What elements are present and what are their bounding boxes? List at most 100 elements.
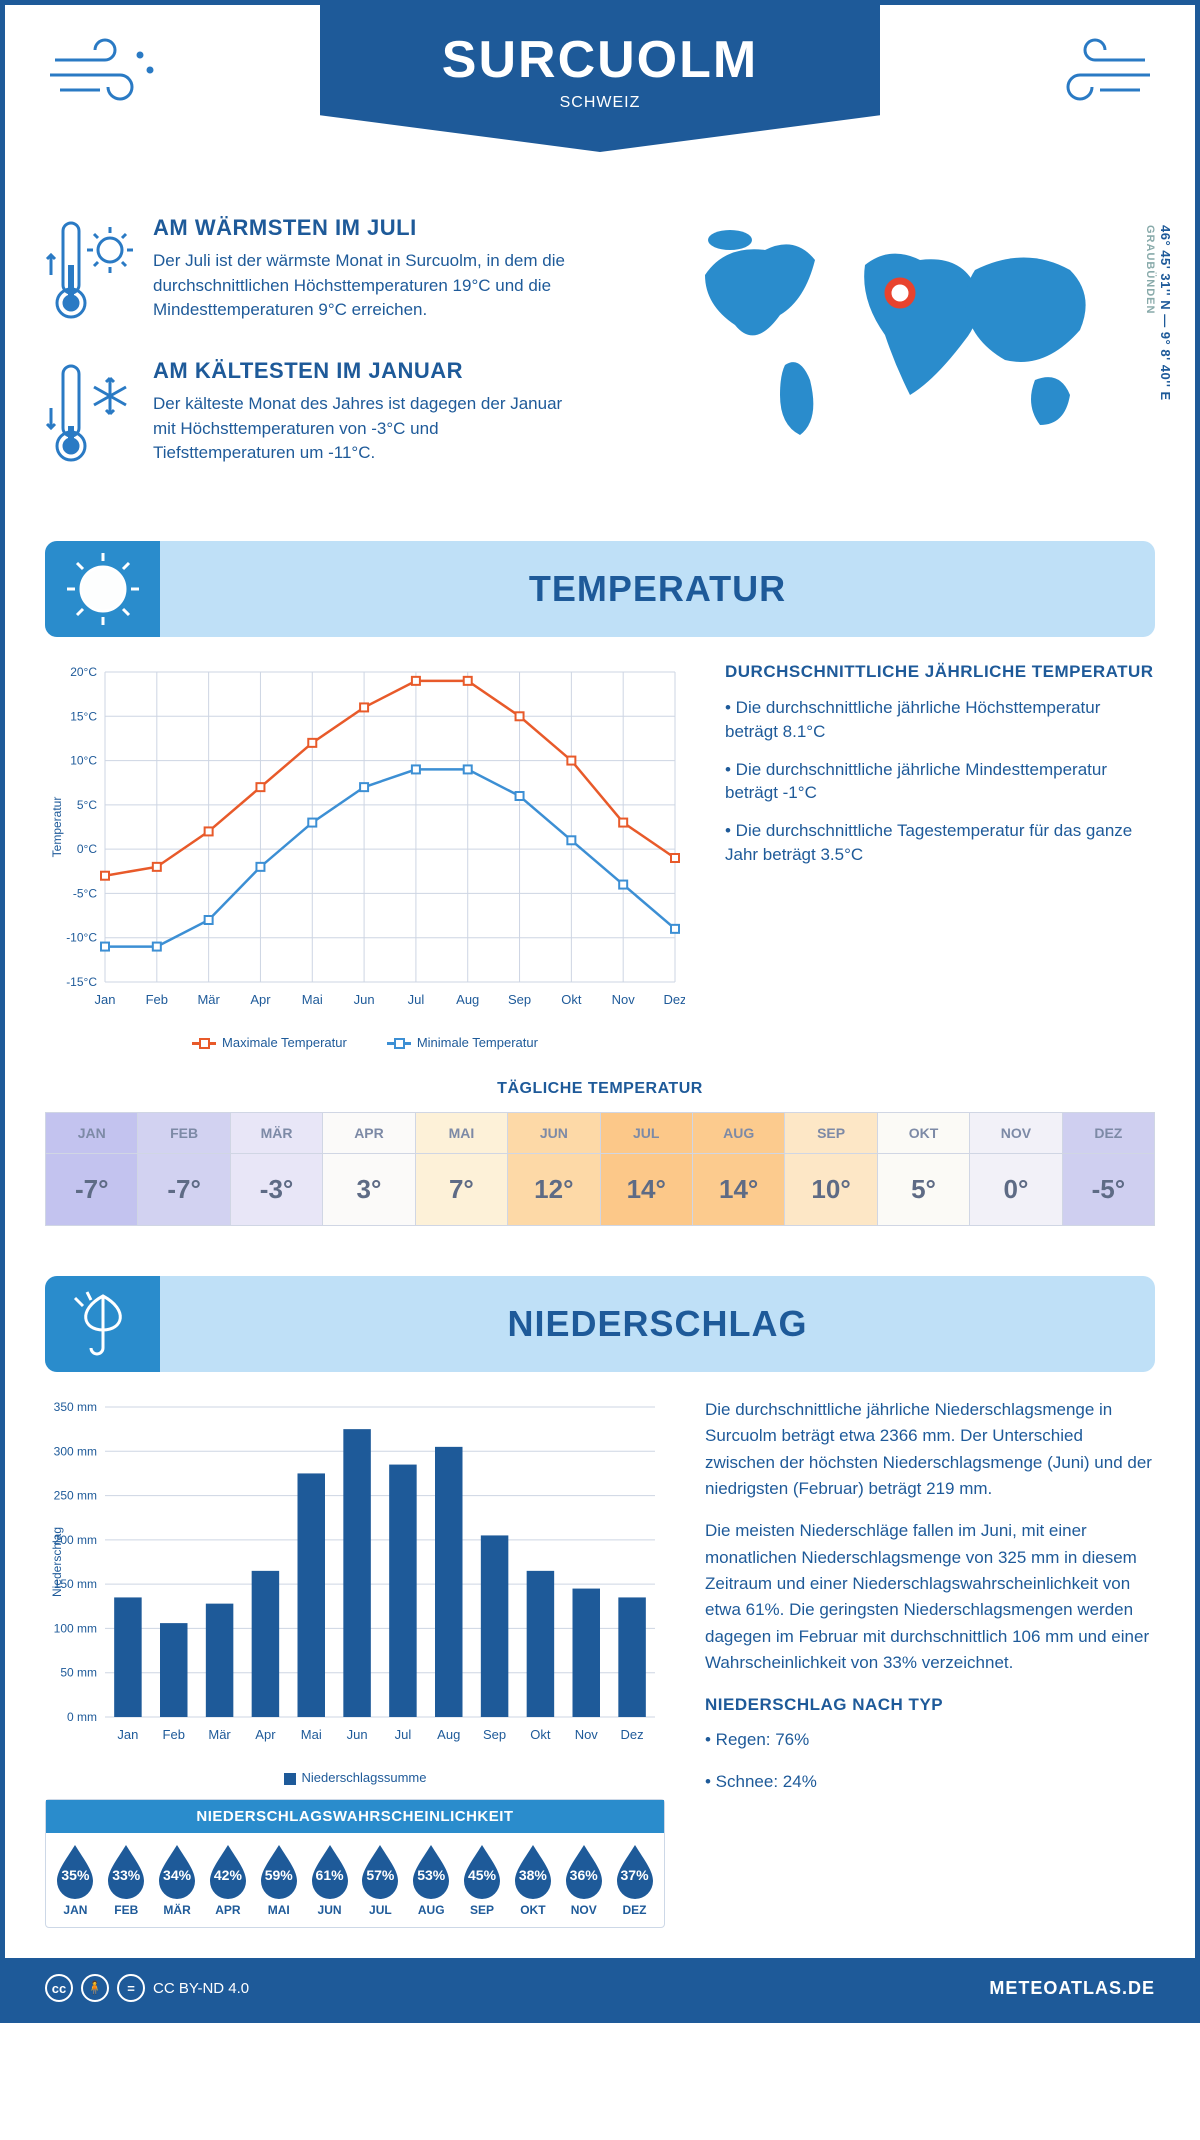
title-ribbon: SURCUOLM SCHWEIZ: [320, 5, 880, 152]
drop-icon: 37%: [613, 1843, 657, 1899]
svg-text:Sep: Sep: [483, 1727, 506, 1742]
probability-cell: 35% JAN: [50, 1843, 101, 1917]
svg-text:Jul: Jul: [408, 992, 425, 1007]
wind-icon: [1035, 35, 1155, 120]
svg-text:-10°C: -10°C: [66, 931, 97, 945]
temperature-summary: DURCHSCHNITTLICHE JÄHRLICHE TEMPERATUR •…: [725, 662, 1155, 1050]
probability-cell: 45% SEP: [457, 1843, 508, 1917]
drop-icon: 61%: [308, 1843, 352, 1899]
svg-text:15°C: 15°C: [70, 709, 97, 723]
section-temperature-head: TEMPERATUR: [45, 541, 1155, 637]
probability-cell: 36% NOV: [558, 1843, 609, 1917]
probability-cell: 57% JUL: [355, 1843, 406, 1917]
drop-icon: 38%: [511, 1843, 555, 1899]
section-precipitation-head: NIEDERSCHLAG: [45, 1276, 1155, 1372]
svg-text:Mai: Mai: [301, 1727, 322, 1742]
svg-text:20°C: 20°C: [70, 665, 97, 679]
location-marker-icon: [888, 281, 912, 305]
wind-icon: [45, 35, 165, 120]
precip-type-line: • Schnee: 24%: [705, 1769, 1155, 1795]
svg-text:Jan: Jan: [117, 1727, 138, 1742]
svg-text:Okt: Okt: [530, 1727, 551, 1742]
drop-icon: 36%: [562, 1843, 606, 1899]
svg-text:Nov: Nov: [575, 1727, 599, 1742]
drop-icon: 34%: [155, 1843, 199, 1899]
drop-icon: 59%: [257, 1843, 301, 1899]
precipitation-bar-chart: 0 mm50 mm100 mm150 mm200 mm250 mm300 mm3…: [45, 1397, 665, 1757]
daily-temp-cell: JUN12°: [508, 1113, 600, 1225]
coldest-text: Der kälteste Monat des Jahres ist dagege…: [153, 392, 573, 466]
svg-text:5°C: 5°C: [77, 798, 97, 812]
svg-text:Dez: Dez: [621, 1727, 644, 1742]
temp-info-title: DURCHSCHNITTLICHE JÄHRLICHE TEMPERATUR: [725, 662, 1155, 682]
svg-text:-15°C: -15°C: [66, 975, 97, 989]
svg-text:10°C: 10°C: [70, 754, 97, 768]
coordinates: 46° 45' 31'' N — 9° 8' 40'' E: [1158, 225, 1173, 401]
temp-info-line: • Die durchschnittliche jährliche Mindes…: [725, 758, 1155, 806]
precip-para-1: Die durchschnittliche jährliche Niedersc…: [705, 1397, 1155, 1502]
svg-text:Niederschlag: Niederschlag: [50, 1527, 64, 1597]
svg-text:Okt: Okt: [561, 992, 582, 1007]
probability-cell: 42% APR: [202, 1843, 253, 1917]
temp-info-line: • Die durchschnittliche Tagestemperatur …: [725, 819, 1155, 867]
drop-icon: 33%: [104, 1843, 148, 1899]
temperature-line-chart: -15°C-10°C-5°C0°C5°C10°C15°C20°CJanFebMä…: [45, 662, 685, 1050]
svg-text:300 mm: 300 mm: [54, 1444, 97, 1458]
probability-cell: 59% MAI: [253, 1843, 304, 1917]
daily-temp-cell: NOV0°: [970, 1113, 1062, 1225]
drop-icon: 53%: [409, 1843, 453, 1899]
daily-temp-cell: MAI7°: [416, 1113, 508, 1225]
svg-text:Aug: Aug: [437, 1727, 460, 1742]
svg-text:Dez: Dez: [663, 992, 685, 1007]
probability-title: NIEDERSCHLAGSWAHRSCHEINLICHKEIT: [46, 1800, 664, 1833]
probability-cell: 37% DEZ: [609, 1843, 660, 1917]
probability-cell: 33% FEB: [101, 1843, 152, 1917]
section-title-precipitation: NIEDERSCHLAG: [160, 1303, 1155, 1345]
svg-text:Mär: Mär: [197, 992, 220, 1007]
daily-temp-title: TÄGLICHE TEMPERATUR: [45, 1080, 1155, 1098]
svg-text:Feb: Feb: [163, 1727, 185, 1742]
svg-text:100 mm: 100 mm: [54, 1621, 97, 1635]
daily-temp-cell: JAN-7°: [46, 1113, 138, 1225]
by-icon: 🧍: [81, 1974, 109, 2002]
daily-temp-cell: DEZ-5°: [1063, 1113, 1154, 1225]
daily-temp-cell: OKT5°: [878, 1113, 970, 1225]
drop-icon: 35%: [53, 1843, 97, 1899]
svg-text:250 mm: 250 mm: [54, 1489, 97, 1503]
coldest-title: AM KÄLTESTEN IM JANUAR: [153, 358, 573, 384]
precip-para-2: Die meisten Niederschläge fallen im Juni…: [705, 1518, 1155, 1676]
warmest-text: Der Juli ist der wärmste Monat in Surcuo…: [153, 249, 573, 323]
page-subtitle: SCHWEIZ: [320, 94, 880, 112]
probability-cell: 61% JUN: [304, 1843, 355, 1917]
svg-text:Sep: Sep: [508, 992, 531, 1007]
daily-temp-cell: MÄR-3°: [231, 1113, 323, 1225]
svg-text:Jun: Jun: [354, 992, 375, 1007]
svg-text:Mai: Mai: [302, 992, 323, 1007]
page-title: SURCUOLM: [320, 30, 880, 90]
brand-label: METEOATLAS.DE: [989, 1978, 1155, 1999]
svg-text:Aug: Aug: [456, 992, 479, 1007]
daily-temp-cell: JUL14°: [601, 1113, 693, 1225]
svg-text:Apr: Apr: [250, 992, 271, 1007]
svg-text:350 mm: 350 mm: [54, 1400, 97, 1414]
header: SURCUOLM SCHWEIZ: [45, 5, 1155, 185]
drop-icon: 57%: [358, 1843, 402, 1899]
svg-text:Nov: Nov: [612, 992, 636, 1007]
license-block: cc 🧍 = CC BY-ND 4.0: [45, 1974, 249, 2002]
temp-info-line: • Die durchschnittliche jährliche Höchst…: [725, 696, 1155, 744]
svg-text:Jun: Jun: [347, 1727, 368, 1742]
svg-text:Temperatur: Temperatur: [50, 797, 64, 858]
world-map-block: 46° 45' 31'' N — 9° 8' 40'' E GRAUBÜNDEN: [675, 215, 1155, 501]
daily-temp-cell: SEP10°: [785, 1113, 877, 1225]
cc-icon: cc: [45, 1974, 73, 2002]
daily-temp-table: JAN-7°FEB-7°MÄR-3°APR3°MAI7°JUN12°JUL14°…: [45, 1112, 1155, 1226]
license-text: CC BY-ND 4.0: [153, 1980, 249, 1997]
svg-text:-5°C: -5°C: [73, 886, 97, 900]
daily-temp-cell: AUG14°: [693, 1113, 785, 1225]
nd-icon: =: [117, 1974, 145, 2002]
svg-text:Feb: Feb: [146, 992, 168, 1007]
sun-icon: [45, 541, 160, 637]
section-title-temperature: TEMPERATUR: [160, 568, 1155, 610]
temperature-legend: Maximale Temperatur Minimale Temperatur: [45, 1035, 685, 1050]
region-label: GRAUBÜNDEN: [1144, 225, 1156, 314]
